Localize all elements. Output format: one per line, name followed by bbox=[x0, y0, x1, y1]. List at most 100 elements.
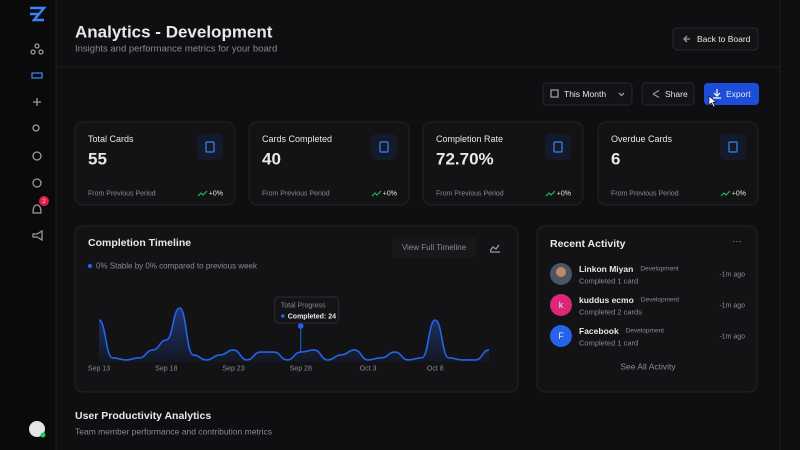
nav-icon[interactable] bbox=[34, 43, 40, 49]
chart-toggle[interactable] bbox=[489, 244, 500, 253]
tooltip bbox=[274, 296, 340, 324]
stat-change: +0% bbox=[383, 190, 397, 197]
nav-icon[interactable] bbox=[30, 49, 36, 55]
activity-tag: Development bbox=[640, 266, 678, 273]
nav-icon[interactable] bbox=[32, 124, 40, 132]
stat-card bbox=[74, 121, 236, 206]
user-avatar[interactable] bbox=[29, 421, 45, 437]
more-menu[interactable]: ⋯ bbox=[732, 237, 742, 248]
nav-icon[interactable] bbox=[32, 178, 42, 188]
stat-value: 72.70% bbox=[436, 149, 494, 168]
activity-tag: Development bbox=[626, 328, 664, 335]
stat-icon bbox=[728, 141, 738, 153]
nav-icon[interactable] bbox=[33, 98, 41, 106]
activity-detail: Completed 1 card bbox=[579, 276, 638, 285]
stat-icon bbox=[205, 141, 215, 153]
line-series bbox=[98, 307, 490, 361]
share-button[interactable] bbox=[641, 82, 695, 106]
stat-card bbox=[248, 121, 410, 206]
productivity-subtitle: Team member performance and contribution… bbox=[75, 426, 272, 436]
stat-change: +0% bbox=[732, 190, 746, 197]
stat-change: +0% bbox=[209, 190, 223, 197]
timeline-chart: Sep 13 Sep 18 Sep 23 Sep 28 Oct 3 Oct 8 Total … bbox=[88, 296, 490, 372]
activity-avatar bbox=[550, 294, 572, 316]
stat-icon-box bbox=[545, 134, 571, 160]
line-area bbox=[99, 308, 490, 362]
timeline-button-label: View Full Timeline bbox=[402, 243, 467, 252]
tooltip-title: Total Progress bbox=[281, 302, 326, 309]
chevron bbox=[618, 92, 625, 97]
nav-icon[interactable] bbox=[32, 151, 42, 161]
share-label: Share bbox=[665, 89, 688, 99]
x-tick-label: Sep 13 bbox=[88, 365, 110, 372]
stat-label: Overdue Cards bbox=[611, 134, 673, 144]
stat-value: 55 bbox=[88, 149, 107, 168]
activity-tag: Development bbox=[641, 297, 679, 304]
timeline-button[interactable] bbox=[392, 237, 476, 258]
timeline-status: 0% Stable by 0% compared to previous wee… bbox=[96, 262, 258, 271]
sidebar bbox=[0, 0, 56, 450]
share-icon bbox=[652, 89, 660, 99]
stat-footnote: From Previous Period bbox=[88, 190, 156, 197]
x-tick-label: Sep 23 bbox=[222, 365, 244, 372]
x-tick-label: Oct 8 bbox=[427, 365, 444, 372]
nav-icon[interactable] bbox=[31, 72, 43, 79]
stat-label: Completion Rate bbox=[436, 134, 503, 144]
x-tick-label: Sep 28 bbox=[290, 365, 312, 372]
logo[interactable] bbox=[30, 6, 47, 22]
activity-detail: Completed 2 cards bbox=[579, 307, 642, 316]
notification-badge bbox=[39, 196, 49, 206]
activity-avatar bbox=[550, 325, 572, 347]
stat-footnote: From Previous Period bbox=[611, 190, 679, 197]
stat-icon-box bbox=[371, 134, 397, 160]
stat-value: 40 bbox=[262, 149, 281, 168]
nav-icon[interactable] bbox=[32, 229, 43, 242]
stat-label: Total Cards bbox=[88, 134, 134, 144]
activity-title: Recent Activity bbox=[550, 238, 626, 250]
stat-footnote: From Previous Period bbox=[262, 190, 330, 197]
notification-count: 2 bbox=[42, 199, 46, 205]
activity-time: -1m ago bbox=[719, 302, 745, 309]
activity-name: kuddus ecmo bbox=[579, 295, 634, 305]
nav-icon[interactable] bbox=[32, 204, 42, 214]
stat-icon-box bbox=[197, 134, 223, 160]
back-button[interactable] bbox=[672, 27, 759, 51]
period-select[interactable] bbox=[542, 82, 633, 106]
cursor bbox=[708, 95, 717, 108]
stat-label: Cards Completed bbox=[262, 134, 332, 144]
trend-icon bbox=[197, 190, 208, 197]
avatar-initial: F bbox=[558, 331, 564, 341]
back-icon bbox=[683, 35, 690, 43]
activity-time: -1m ago bbox=[719, 271, 745, 278]
tooltip-point bbox=[297, 323, 304, 329]
tooltip-dot bbox=[280, 314, 285, 318]
stat-card bbox=[597, 121, 759, 206]
stat-change: +0% bbox=[557, 190, 571, 197]
x-tick-label: Oct 3 bbox=[360, 365, 377, 372]
export-button[interactable] bbox=[704, 83, 759, 105]
stat-footnote: From Previous Period bbox=[436, 190, 504, 197]
stat-icon bbox=[379, 141, 389, 153]
see-all-link[interactable]: See All Activity bbox=[620, 361, 676, 371]
stat-icon-box bbox=[720, 134, 746, 160]
trend-icon bbox=[720, 190, 731, 197]
x-tick-label: Sep 18 bbox=[155, 365, 177, 372]
page-title: Analytics - Development bbox=[75, 22, 273, 41]
stat-icon bbox=[553, 141, 563, 153]
trend-icon bbox=[371, 190, 382, 197]
export-label: Export bbox=[726, 89, 751, 99]
status-dot bbox=[87, 263, 93, 269]
activity-detail: Completed 1 card bbox=[579, 338, 638, 347]
avatar-photo bbox=[556, 267, 566, 277]
activity-card bbox=[536, 225, 758, 393]
trend-icon bbox=[545, 190, 556, 197]
calendar-icon bbox=[550, 89, 559, 98]
stat-value: 6 bbox=[611, 149, 620, 168]
export-icon bbox=[713, 89, 721, 99]
nav-icon[interactable] bbox=[38, 49, 44, 55]
stat-card bbox=[422, 121, 584, 206]
period-label: This Month bbox=[564, 89, 606, 99]
tooltip-label: Completed: 24 bbox=[288, 313, 336, 320]
back-label: Back to Board bbox=[697, 34, 751, 44]
